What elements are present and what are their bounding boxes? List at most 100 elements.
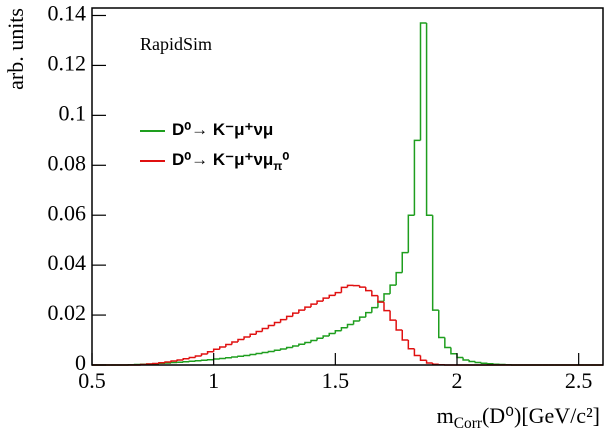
histogram-bin [298,309,305,314]
plot-frame [91,7,604,366]
x-tick-label: 2 [452,368,463,393]
histogram-bin [261,327,269,332]
histogram-bin [334,291,342,296]
y-tick-label: 0.04 [48,250,87,275]
histogram-bin [419,22,427,141]
histogram-bin [389,310,397,321]
histogram-bin [431,363,439,366]
y-tick-label: 0.14 [48,1,87,26]
histogram-bin [279,348,287,351]
histogram-bin [237,355,245,358]
histogram-bin [194,355,202,358]
legend-label: D⁰→ K⁻μ⁺νμπ⁰ [172,150,289,173]
histogram-bin [200,353,208,357]
histogram-bin [346,323,354,328]
y-tick-label: 0.08 [48,150,87,175]
histogram-bin [444,337,451,349]
histogram-bin [188,356,196,359]
x-tick-label: 1 [208,368,219,393]
histogram-bin [310,339,318,343]
histogram-bin [310,303,318,308]
histogram-bin [273,321,281,326]
histogram-bin [450,347,457,355]
histogram-bin [176,359,184,362]
histogram-bin [170,360,178,363]
histogram-bin [389,284,397,294]
histogram-bin [395,271,403,286]
histogram-bin [249,333,257,338]
histogram-bin [328,294,336,299]
histogram-bin [462,357,470,361]
histogram-bin [383,293,391,302]
histogram-bin [328,332,336,337]
histogram-bin [273,349,281,352]
histogram-bin [413,348,421,357]
histogram-bin [431,215,439,311]
histogram-bin [212,348,220,352]
histogram-bin [377,295,384,303]
legend-label: D⁰→ K⁻μ⁺νμ [172,120,273,139]
y-tick-label: 0.02 [48,300,87,325]
histogram-bin [322,335,330,339]
histogram-bin [371,290,378,297]
y-tick-label: 0.12 [48,50,87,75]
histogram-bin [413,139,421,216]
y-tick-label: 0 [75,350,86,375]
histogram-bin [407,214,415,253]
x-tick-label: 0.5 [78,368,106,393]
x-tick-label: 1.5 [322,368,350,393]
histogram-bin [304,341,311,345]
histogram-bin [237,338,245,343]
histogram-bin [164,361,172,363]
histogram-bin [206,351,214,355]
histogram-bin [267,324,275,329]
histogram-bin [346,284,354,288]
histogram-bin [219,346,226,350]
histogram-bin [231,356,238,358]
x-axis-label: mCorr(D⁰)[GeV/c²] [437,403,600,431]
histogram-bin [243,336,251,340]
histogram-bin [182,358,190,361]
histogram-bin [255,330,263,335]
histogram-bin [371,306,378,313]
histogram-bin [304,306,311,311]
histogram-bin [231,341,238,345]
y-tick-label: 0.06 [48,200,87,225]
histogram-bin [365,287,372,292]
histogram-bin [425,22,433,216]
histogram-bin [316,300,324,305]
histogram-bin [340,327,348,331]
histogram-bin [158,362,165,364]
histogram-bin [316,337,324,341]
histogram-bin [298,343,305,347]
histogram-bin [249,353,257,356]
histogram-bin [267,350,275,353]
histogram-bin [401,330,409,341]
histogram-bin [358,285,366,288]
histogram-bin [425,360,433,364]
annotation: RapidSim [140,34,212,54]
histogram-bin [419,355,427,362]
histogram-bin [292,312,299,317]
histogram-bin [292,345,299,348]
histogram-bin [407,340,415,350]
histogram-bin [285,315,293,320]
histogram-bin [438,310,445,339]
histogram-bin [285,346,293,350]
histogram-bin [243,354,251,357]
histogram-bin [365,311,372,318]
y-axis-label: arb. units [3,8,28,90]
histogram-bin [383,302,391,312]
histogram-bin [255,352,263,355]
y-tick-label: 0.1 [59,100,87,125]
histogram-bin [468,360,476,363]
histogram-bin [480,362,488,365]
histogram-bin [395,320,403,331]
histogram-bin [474,361,482,364]
histogram-bin [261,351,269,354]
histogram-bin [352,320,360,325]
histogram-bin [334,330,342,334]
histogram-bin [358,316,366,322]
